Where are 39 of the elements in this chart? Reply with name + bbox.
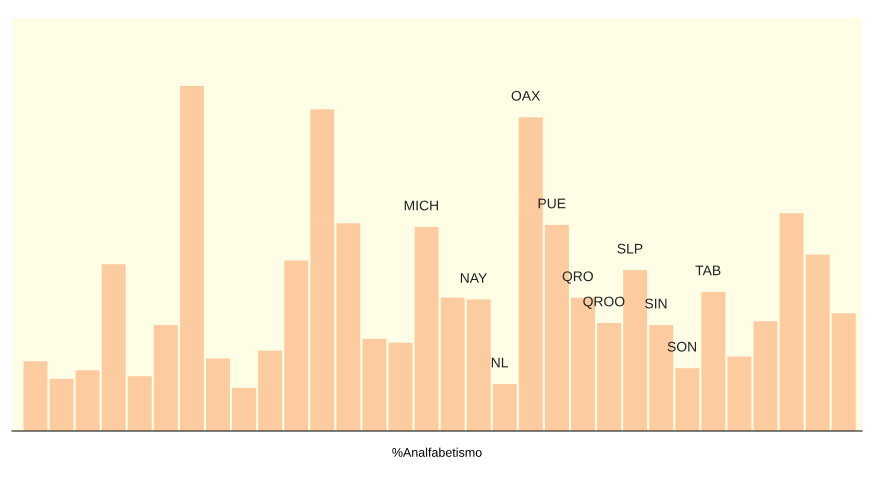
bar: [780, 213, 804, 431]
bar: [232, 388, 256, 431]
x-tick-label: SLP: [617, 244, 642, 254]
bar: [336, 223, 360, 431]
bar: [76, 370, 100, 431]
x-tick-label: SIN: [645, 298, 666, 308]
x-tick-label: QROO: [583, 296, 624, 309]
bar: [180, 86, 204, 431]
x-tick-label: NL: [492, 358, 508, 368]
bar: [154, 325, 178, 431]
bar: [492, 384, 517, 431]
x-tick-label: SON: [668, 342, 696, 352]
x-tick-label: QRO: [562, 271, 593, 284]
bar: [754, 321, 778, 431]
x-tick-label: MICH: [404, 200, 438, 210]
bar: [597, 322, 622, 431]
bar: [362, 338, 386, 431]
x-tick-label: TAB: [695, 266, 720, 276]
bar: [832, 313, 856, 431]
bar: [258, 350, 282, 431]
bar: [414, 226, 439, 431]
bar: [675, 368, 700, 431]
bar: [806, 254, 830, 431]
bar: [727, 356, 752, 431]
bar: [701, 292, 726, 431]
x-axis-title: %Analfabetismo: [392, 448, 482, 457]
x-tick-label: NAY: [460, 273, 487, 283]
bar: [23, 361, 48, 431]
bar: [206, 358, 230, 431]
x-tick-label: PUE: [538, 198, 566, 208]
x-tick-label: OAX: [512, 90, 540, 101]
bar: [388, 342, 412, 431]
bar: [440, 298, 465, 431]
bar: [128, 376, 152, 431]
bar: [50, 378, 74, 431]
bar: [466, 299, 491, 431]
bar: [284, 260, 308, 431]
bar: [310, 109, 334, 431]
bar: [102, 264, 126, 431]
